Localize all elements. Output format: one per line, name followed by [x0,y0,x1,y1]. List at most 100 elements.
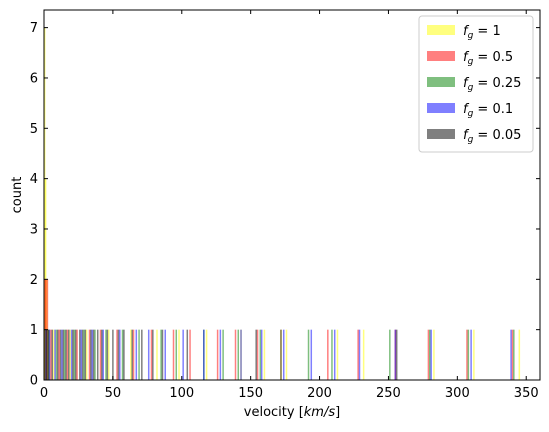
legend-swatch [427,77,455,87]
bar-0.05-21 [131,329,133,380]
bar-0.5-7 [88,329,91,380]
bar-0.25-5 [83,329,85,380]
bar-0.1-7 [102,329,104,380]
bar-0.05-0 [46,329,48,380]
legend-items: fg = 1 fg = 0.5 fg = 0.25 fg = 0.1 fg = 0.05 [427,24,521,145]
bar-0.25-7 [105,329,107,380]
bar-0.05-7 [68,329,70,380]
x-tick-label: 0 [40,386,48,401]
legend-swatch [427,129,455,139]
legend-label: fg = 0.5 [463,50,513,67]
bar-0.1-14 [219,329,222,380]
bar-0.25-22 [513,329,515,380]
bar-0.1-17 [282,329,285,380]
x-axis-label: velocity [km/s] [244,405,340,420]
bar-0.25-18 [331,329,333,380]
bar-0.05-15 [96,329,99,380]
bar-0.25-17 [307,329,310,380]
bar-0.05-19 [117,329,120,380]
bar-0.25-3 [63,329,66,380]
bar-0.5-18 [327,329,329,380]
bar-0.5-22 [466,329,468,380]
y-tick-label: 1 [30,323,38,338]
x-tick-label: 250 [376,386,401,401]
bar-0.1-19 [333,329,336,380]
bar-0.05-8 [72,329,74,380]
bar-0.05-17 [106,329,109,380]
bar-1-14 [336,329,339,380]
x-tick-label: 50 [105,386,122,401]
bar-0.05-26 [255,329,257,380]
bar-0.1-8 [119,329,121,380]
bar-0.1-10 [147,329,150,380]
x-axis-label-prefix: velocity [ [244,405,304,420]
bar-1-3 [52,329,55,380]
bar-0.1-3 [61,329,63,380]
bar-0.5-23 [511,329,514,380]
bar-0.5-13 [189,329,191,380]
bar-0.25-9 [138,329,140,380]
bar-0.25-15 [259,329,262,380]
bar-0.1-21 [394,329,397,380]
bar-1-5 [85,329,88,380]
bar-0.1-6 [91,329,93,380]
bar-1-9 [178,329,180,380]
bar-0.25-8 [121,329,124,380]
bar-0.25-14 [237,329,240,380]
bar-0.05-1 [48,329,50,380]
y-tick-label: 4 [30,172,38,187]
bar-0.05-27 [395,329,398,380]
y-tick-label: 0 [30,374,38,389]
bar-0.5-6 [76,329,78,380]
bar-1-0 [43,27,46,381]
bar-1-13 [285,329,288,380]
legend-swatch [427,51,455,61]
bar-0.05-24 [161,329,164,380]
bar-0.05-25 [186,329,189,380]
y-tick-label: 5 [30,122,38,137]
x-axis-label-unit: km/s [304,405,336,420]
bar-0.5-14 [216,329,219,380]
bar-0.05-16 [101,329,103,380]
ticks-layer: 0 50 100 150 200 250 300 350 0 1 2 3 4 5 6 7 [30,10,540,401]
legend: fg = 1 fg = 0.5 fg = 0.25 fg = 0.1 fg = 0.05 [418,15,534,153]
bar-0.1-11 [164,329,166,380]
bar-0.1-15 [240,329,242,380]
bar-0.25-13 [222,329,224,380]
bar-0.05-2 [51,329,54,380]
bar-0.5-11 [150,329,153,380]
legend-label: fg = 0.05 [463,128,521,145]
bar-0.1-24 [510,329,512,380]
bar-0.1-5 [80,329,82,380]
bar-0.5-9 [116,329,118,380]
bar-0.1-4 [70,329,73,380]
bar-0.25-11 [175,329,178,380]
bar-0.1-23 [470,329,472,380]
legend-label: fg = 1 [463,24,501,41]
bar-0.25-10 [160,329,162,380]
bar-0.5-21 [427,329,430,380]
bar-0.25-6 [94,329,96,380]
bar-0.05-13 [90,329,92,380]
bar-1-7 [130,329,132,380]
y-tick-label: 3 [30,222,38,237]
bar-0.5-15 [234,329,237,380]
bar-0.05-5 [62,329,65,380]
x-axis-label-suffix: ] [335,405,340,420]
bar-0.25-4 [73,329,76,380]
bar-0.5-4 [58,329,60,380]
bar-1-18 [518,329,521,380]
bar-0.05-18 [112,329,114,380]
bar-1-10 [205,329,208,380]
legend-swatch [427,25,455,35]
bar-0.25-21 [467,329,470,380]
bar-0.5-10 [132,329,135,380]
bar-1-6 [108,329,110,380]
bar-0.25-19 [389,329,391,380]
bar-0.25-2 [55,329,58,380]
bar-0.5-16 [256,329,259,380]
bar-0.1-2 [54,329,56,380]
x-tick-label: 350 [514,386,539,401]
bar-0.1-9 [135,329,138,380]
bar-1-12 [263,329,266,380]
